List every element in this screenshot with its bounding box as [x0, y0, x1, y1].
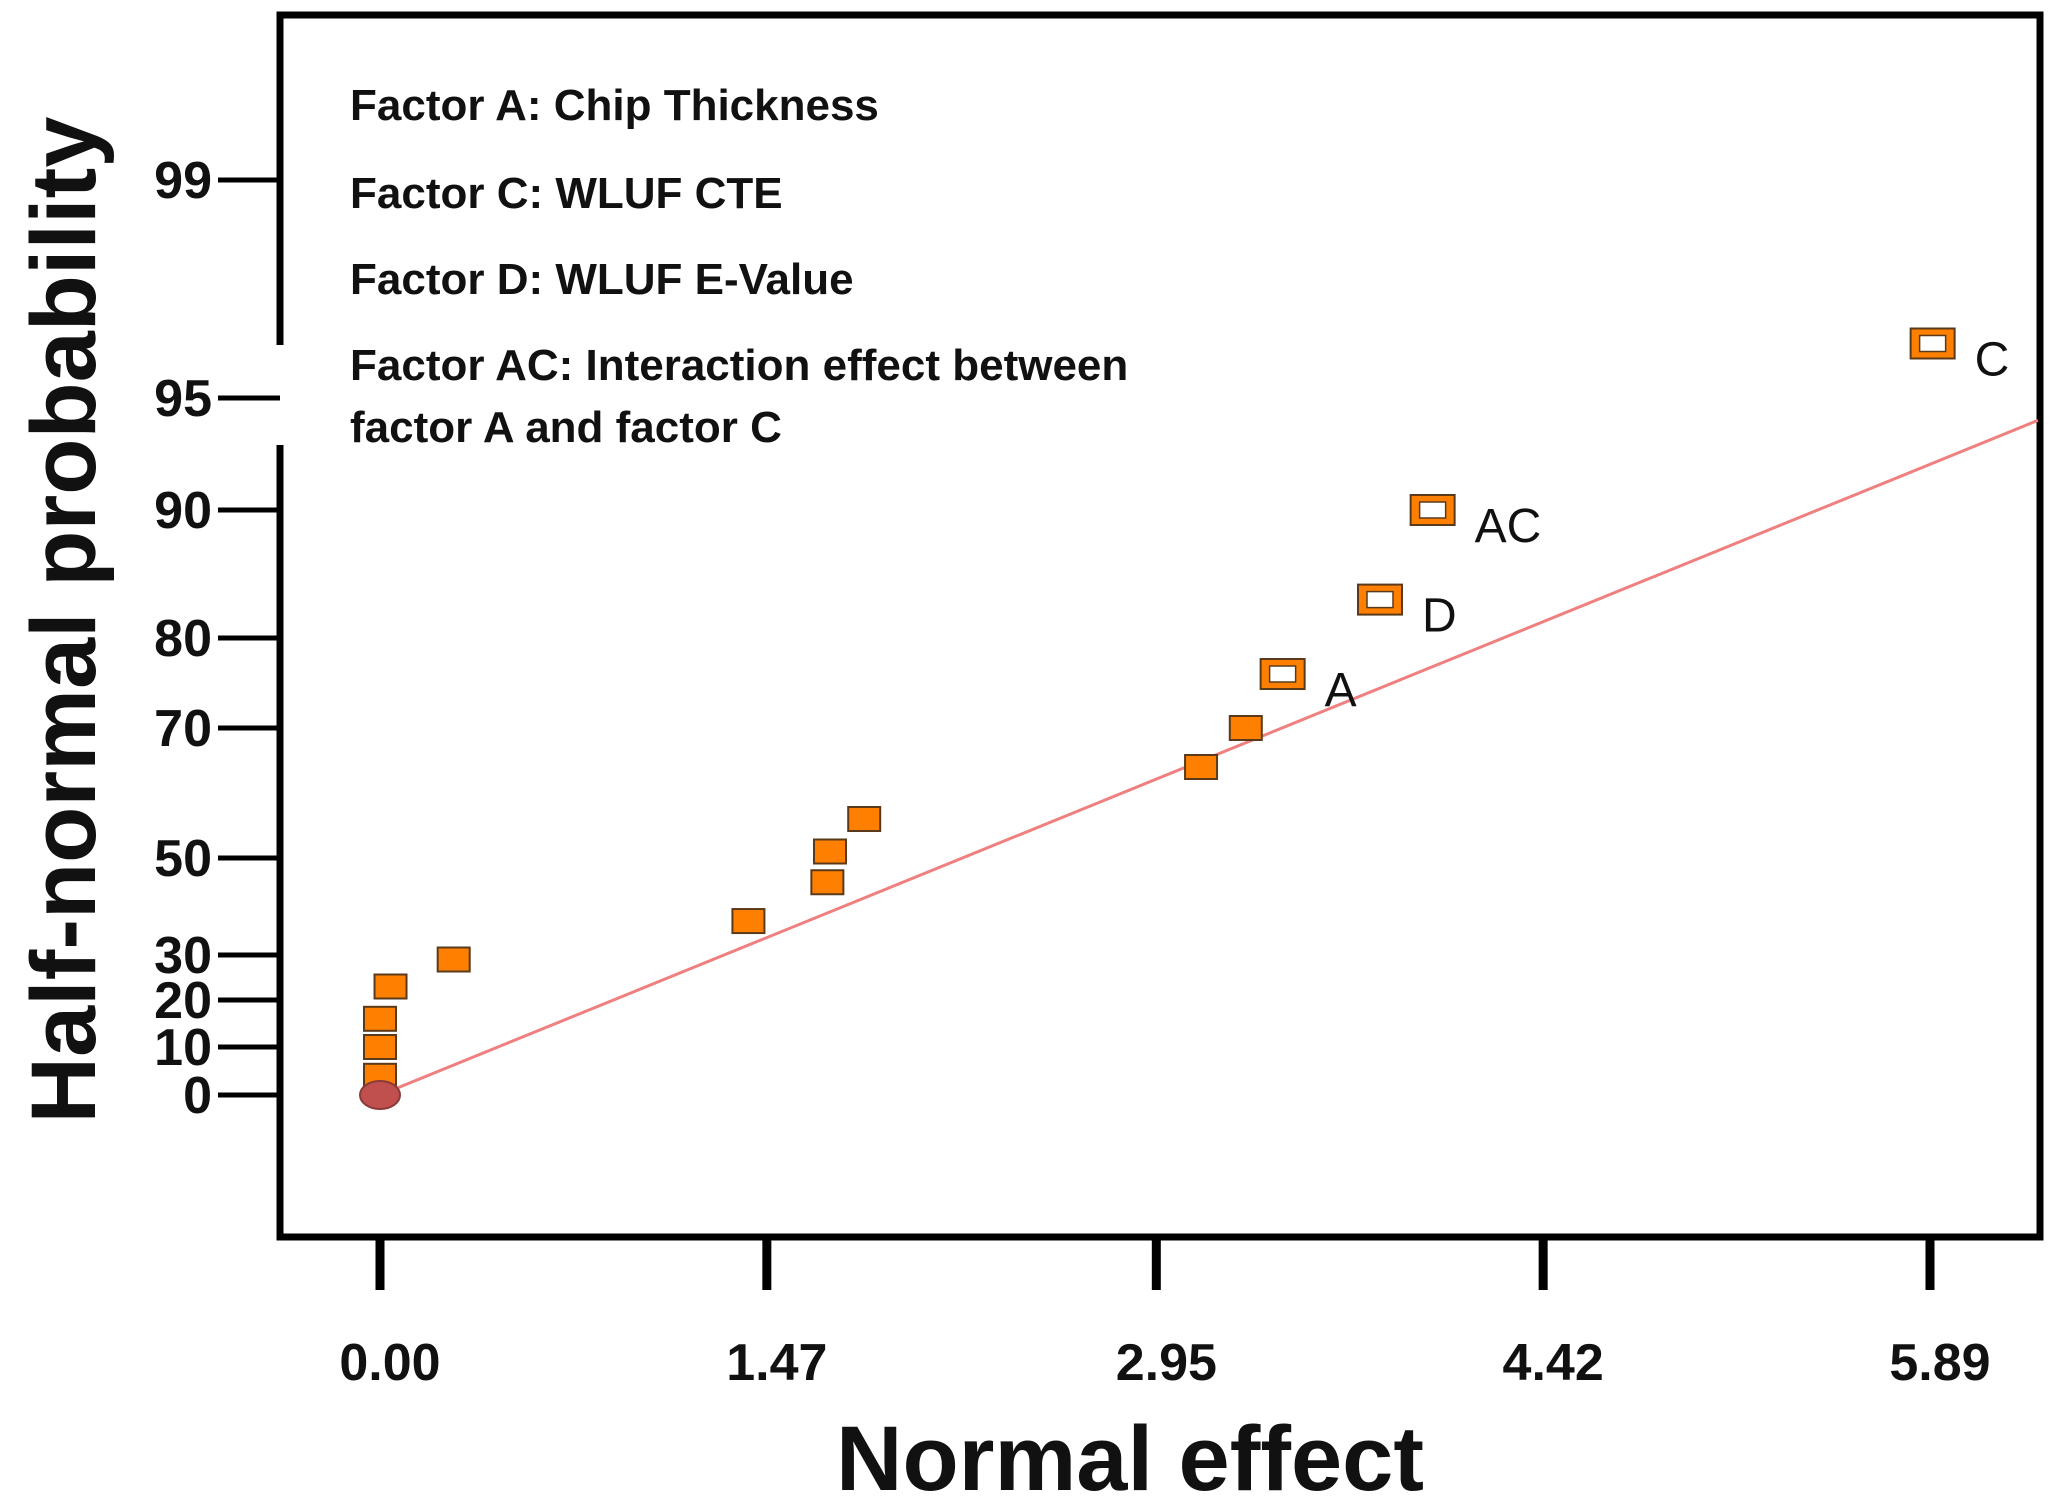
error-point: [359, 1080, 401, 1110]
y-tick-label: 90: [154, 482, 212, 540]
significant-point-inner: [1366, 590, 1394, 609]
y-tick-label: 99: [154, 152, 212, 210]
y-tick-label: 20: [154, 972, 212, 1030]
effect-point: [810, 869, 845, 896]
effect-point: [363, 1005, 397, 1032]
point-label-C: C: [1975, 334, 2010, 387]
y-tick-label: 10: [154, 1019, 212, 1077]
effect-point: [813, 838, 847, 865]
significant-point: C: [1909, 327, 2010, 387]
x-tick-label: 0.00: [339, 1334, 440, 1392]
legend-line: factor A and factor C: [350, 403, 782, 452]
significant-point-inner: [1268, 665, 1297, 683]
y-tick-label: 95: [154, 370, 212, 428]
effect-point: [373, 973, 408, 1000]
effect-point: [1228, 715, 1263, 741]
legend-line: Factor A: Chip Thickness: [350, 81, 879, 130]
y-tick-label: 30: [154, 927, 212, 985]
significant-point-inner: [1418, 501, 1447, 519]
point-label-A: A: [1325, 664, 1357, 717]
y-tick-label: 70: [154, 700, 212, 758]
frame-gap: [274, 345, 288, 445]
point-label-D: D: [1422, 590, 1457, 643]
significant-point: D: [1357, 583, 1457, 643]
point-label-AC: AC: [1475, 500, 1542, 553]
data-points: A D AC C: [359, 327, 2010, 1110]
x-tick-label: 2.95: [1116, 1334, 1217, 1392]
legend-line: Factor C: WLUF CTE: [350, 169, 783, 218]
x-axis: 0.00 1.47 2.95 4.42 5.89: [339, 1237, 1991, 1392]
effect-point: [1184, 754, 1219, 780]
effect-point: [363, 1034, 397, 1060]
x-tick-label: 4.42: [1503, 1334, 1604, 1392]
y-tick-label: 80: [154, 610, 212, 668]
legend-line: Factor AC: Interaction effect between: [350, 341, 1128, 390]
y-axis-title: Half-normal probability: [13, 117, 115, 1124]
significant-point: A: [1259, 658, 1357, 717]
factor-legend: Factor A: Chip Thickness Factor C: WLUF C…: [350, 81, 1128, 452]
x-tick-label: 1.47: [726, 1334, 827, 1392]
significant-point-inner: [1918, 334, 1947, 353]
effect-point: [731, 908, 766, 935]
effect-point: [436, 946, 471, 973]
y-tick-label: 0: [183, 1067, 212, 1125]
x-axis-title: Normal effect: [836, 1408, 1424, 1507]
effect-point: [847, 806, 882, 832]
x-tick-label: 5.89: [1889, 1334, 1990, 1392]
y-tick-label: 50: [154, 830, 212, 888]
legend-line: Factor D: WLUF E-Value: [350, 255, 854, 304]
significant-point: AC: [1409, 494, 1542, 553]
